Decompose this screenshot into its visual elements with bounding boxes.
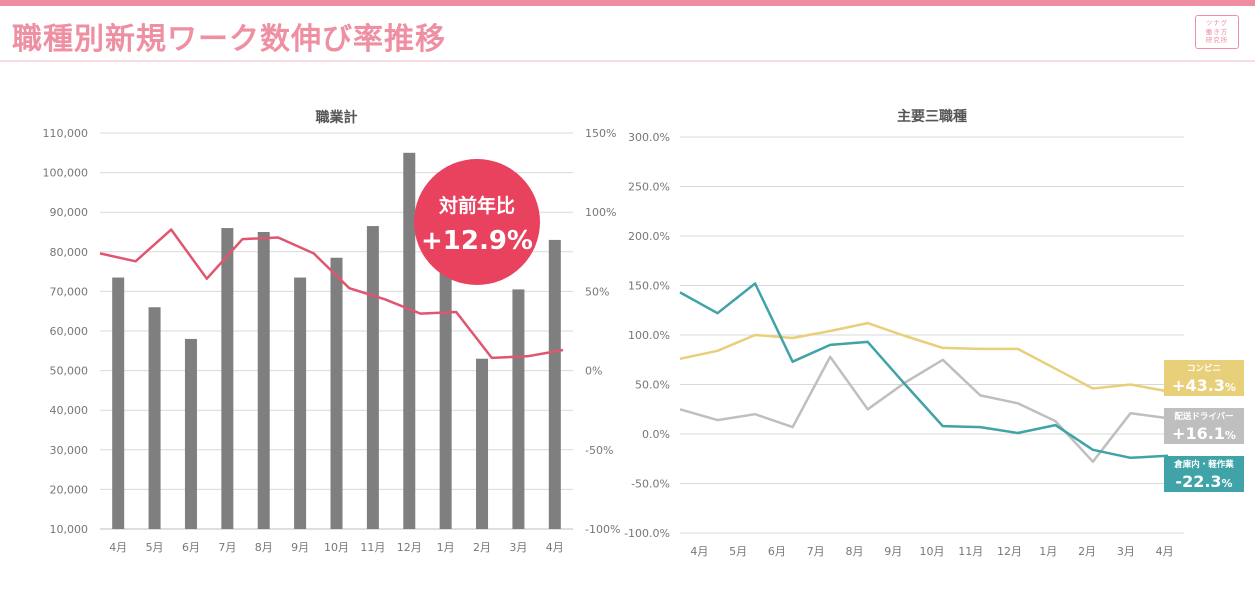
right-x-tick-label: 4月 [1156, 545, 1174, 558]
yoy-callout: 対前年比 +12.9% [414, 159, 540, 285]
logo-line: ツナグ [1205, 19, 1229, 28]
left-y2-tick-label: -50% [585, 444, 613, 457]
right-y-tick-label: 200.0% [628, 230, 670, 243]
left-y-tick-label: 40,000 [50, 404, 89, 417]
bar [512, 289, 525, 529]
left-y-tick-label: 80,000 [50, 246, 89, 259]
badge-background [1164, 408, 1244, 444]
left-x-tick-label: 11月 [360, 541, 385, 554]
bar [403, 152, 416, 530]
left-x-tick-label: 2月 [473, 541, 491, 554]
right-x-tick-label: 9月 [884, 545, 902, 558]
left-y-tick-label: 110,000 [43, 127, 89, 140]
right-y-tick-label: -100.0% [624, 527, 670, 540]
left-y-tick-label: 30,000 [50, 444, 89, 457]
right-x-tick-label: 1月 [1039, 545, 1057, 558]
bar [184, 338, 197, 529]
left-chart-title: 職業計 [316, 109, 358, 126]
logo-line: 働き方 [1205, 27, 1229, 36]
left-y2-tick-label: 100% [585, 206, 616, 219]
left-x-tick-label: 5月 [146, 541, 164, 554]
left-y2-tick-label: 150% [585, 127, 616, 140]
page-title: 職種別新規ワーク数伸び率推移 [12, 22, 446, 57]
right-x-tick-label: 8月 [845, 545, 863, 558]
left-x-tick-label: 4月 [546, 541, 564, 554]
left-x-tick-label: 12月 [397, 541, 422, 554]
left-x-tick-label: 8月 [255, 541, 273, 554]
left-y-tick-label: 50,000 [50, 365, 89, 378]
left-x-tick-label: 10月 [324, 541, 349, 554]
left-y-tick-label: 20,000 [50, 483, 89, 496]
left-y-tick-label: 100,000 [43, 167, 89, 180]
left-x-tick-label: 4月 [109, 541, 127, 554]
left-x-tick-label: 9月 [291, 541, 309, 554]
left-x-tick-label: 6月 [182, 541, 200, 554]
right-y-tick-label: 250.0% [628, 181, 670, 194]
bar [439, 263, 452, 529]
series-line-3 [679, 282, 1169, 460]
callout-label: 対前年比 [438, 194, 515, 217]
right-chart-title: 主要三職種 [897, 108, 967, 125]
callout-circle [414, 159, 540, 285]
badge-background [1164, 456, 1244, 492]
growth-rate-line [99, 228, 564, 360]
right-y-tick-label: 0.0% [642, 428, 670, 441]
series-badge-2: 配送ドライバー +16.1% [1164, 408, 1244, 444]
bar [148, 307, 161, 529]
badge-background [1164, 360, 1244, 396]
left-y-tick-label: 60,000 [50, 325, 89, 338]
right-x-tick-label: 4月 [690, 545, 708, 558]
right-x-tick-label: 10月 [920, 545, 945, 558]
left-y-tick-label: 90,000 [50, 206, 89, 219]
right-x-tick-label: 7月 [807, 545, 825, 558]
badge-value: +43.3% [1172, 376, 1236, 395]
right-y-tick-label: 50.0% [635, 379, 670, 392]
callout-value: +12.9% [421, 226, 533, 256]
right-x-tick-label: 5月 [729, 545, 747, 558]
bar [476, 358, 489, 529]
left-x-tick-label: 7月 [218, 541, 236, 554]
right-y-tick-label: 100.0% [628, 329, 670, 342]
badge-value: -22.3% [1175, 472, 1232, 491]
bar [366, 226, 379, 529]
left-y2-tick-label: 0% [585, 365, 602, 378]
bar [112, 277, 125, 529]
badge-value: +16.1% [1172, 424, 1236, 443]
bar [548, 239, 561, 530]
bar [294, 277, 307, 529]
bar [330, 257, 343, 529]
left-x-tick-label: 1月 [437, 541, 455, 554]
badge-label: 倉庫内・軽作業 [1173, 459, 1234, 470]
right-y-tick-label: 150.0% [628, 280, 670, 293]
title-divider [0, 60, 1255, 62]
bar [257, 232, 270, 529]
series-badge-3: 倉庫内・軽作業 -22.3% [1164, 456, 1244, 492]
right-y-tick-label: 300.0% [628, 131, 670, 144]
left-y2-tick-label: -100% [585, 523, 620, 536]
left-y2-tick-label: 50% [585, 285, 609, 298]
series-badge-1: コンビニ +43.3% [1164, 360, 1244, 396]
series-line-1 [679, 321, 1169, 393]
right-x-tick-label: 12月 [997, 545, 1022, 558]
series-line-2 [679, 355, 1169, 463]
logo: ツナグ 働き方 研究所 [1195, 15, 1239, 49]
right-x-tick-label: 11月 [958, 545, 983, 558]
left-y-tick-label: 10,000 [50, 523, 89, 536]
right-x-tick-label: 6月 [768, 545, 786, 558]
badge-label: コンビニ [1187, 363, 1221, 374]
left-x-tick-label: 3月 [509, 541, 527, 554]
right-x-tick-label: 2月 [1078, 545, 1096, 558]
logo-line: 研究所 [1205, 36, 1229, 45]
badge-label: 配送ドライバー [1174, 411, 1233, 422]
right-x-tick-label: 3月 [1117, 545, 1135, 558]
top-accent-bar [0, 0, 1255, 6]
right-y-tick-label: -50.0% [631, 478, 670, 491]
bar [221, 228, 234, 530]
left-y-tick-label: 70,000 [50, 285, 89, 298]
